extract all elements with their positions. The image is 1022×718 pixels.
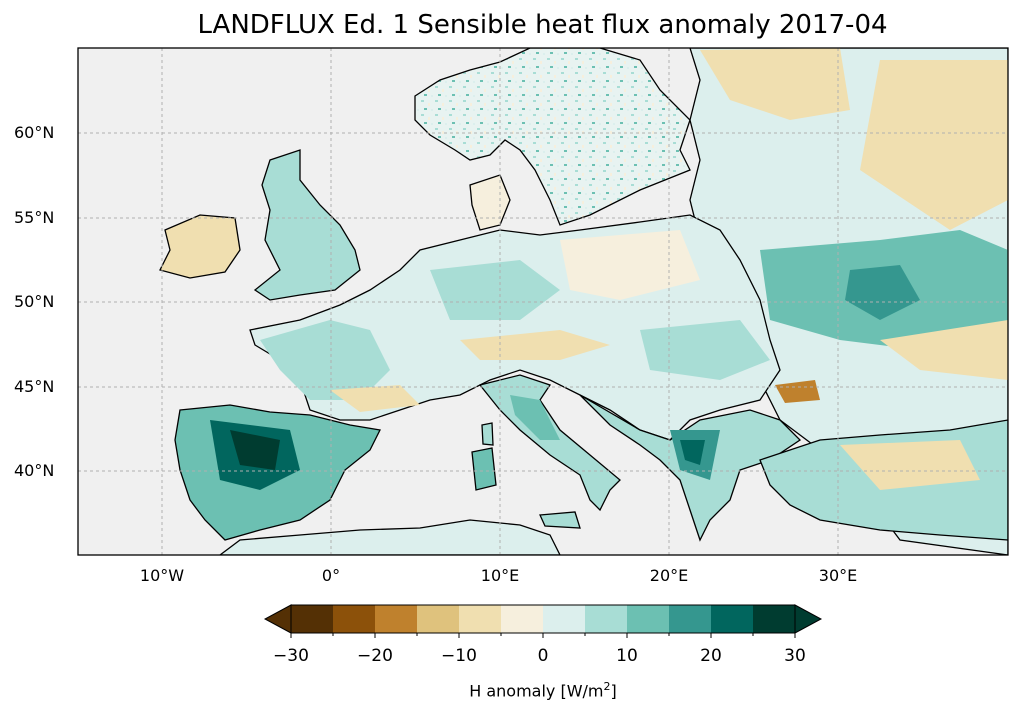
colorbar-tick-label: −10 — [441, 646, 477, 666]
land-ireland — [159, 214, 241, 279]
anomaly-patch-poland — [560, 230, 700, 300]
colorbar-bin — [501, 605, 544, 633]
colorbar-bin — [459, 605, 502, 633]
colorbar-bin — [627, 605, 670, 633]
lat-label-60n: 60°N — [14, 123, 55, 142]
colorbar-label: H anomaly [W/m2] — [469, 680, 617, 700]
map-title: LANDFLUX Ed. 1 Sensible heat flux anomal… — [197, 10, 888, 40]
anomaly-patch-germany — [430, 260, 560, 320]
colorbar-extend-low — [263, 604, 292, 634]
lon-label-10e: 10°E — [480, 566, 520, 585]
anomaly-patch-france — [260, 320, 390, 400]
colorbar-bin — [753, 605, 796, 633]
colorbar-bin — [669, 605, 712, 633]
colorbar-tick-label: 20 — [700, 646, 722, 666]
colorbar-bin — [543, 605, 586, 633]
lon-label-30e: 30°E — [818, 566, 858, 585]
colorbar-bin — [291, 605, 334, 633]
land-north-africa — [218, 519, 561, 555]
anomaly-patch-russia-east — [860, 60, 1008, 230]
colorbar-label-suffix: ] — [610, 681, 617, 701]
colorbar-tick-label: 0 — [537, 646, 549, 666]
land-anomaly-layer — [159, 48, 1008, 555]
lat-label-55n: 55°N — [14, 208, 55, 227]
colorbar-extend-high — [794, 604, 823, 634]
anomaly-patch-turkey — [840, 440, 980, 490]
land-corsica — [481, 422, 494, 446]
colorbar-bin — [417, 605, 460, 633]
anomaly-patch-black-sea-north — [880, 320, 1008, 380]
colorbar-tick-label: −20 — [357, 646, 393, 666]
anomaly-patch-romania — [775, 380, 820, 403]
anomaly-patch-france-south — [330, 385, 420, 412]
anomaly-patch-alps — [460, 330, 610, 360]
land-sicily — [539, 511, 581, 529]
colorbar-bin — [711, 605, 754, 633]
land-sardinia — [471, 447, 497, 491]
lat-label-45n: 45°N — [14, 377, 55, 396]
lat-label-50n: 50°N — [14, 292, 55, 311]
colorbar-bin — [585, 605, 628, 633]
anomaly-patch-russia-north — [700, 48, 850, 120]
lon-label-10w: 10°W — [139, 566, 185, 585]
anomaly-patch-carpathian — [640, 320, 770, 380]
land-scandinavia — [414, 48, 691, 226]
colorbar-bin — [333, 605, 376, 633]
colorbar-tick-label: −30 — [273, 646, 309, 666]
colorbar-label-text: H anomaly [W/m — [469, 681, 604, 701]
anomaly-patch-spain-center — [230, 430, 280, 470]
colorbar — [263, 604, 823, 638]
lon-label-20e: 20°E — [649, 566, 689, 585]
lon-label-0: 0° — [321, 566, 341, 585]
gridlines — [78, 48, 1008, 555]
colorbar-bin — [375, 605, 418, 633]
lat-label-40n: 40°N — [14, 461, 55, 480]
map-frame — [77, 47, 1009, 556]
anomaly-patch-greece-core — [680, 440, 705, 465]
colorbar-tick-label: 10 — [616, 646, 638, 666]
anomaly-patch-italy — [510, 395, 560, 440]
anomaly-patch-ukraine-core — [845, 265, 920, 320]
colorbar-tick-label: 30 — [784, 646, 806, 666]
colorbar-label-sup: 2 — [603, 680, 611, 693]
land-great-britain — [253, 149, 361, 301]
